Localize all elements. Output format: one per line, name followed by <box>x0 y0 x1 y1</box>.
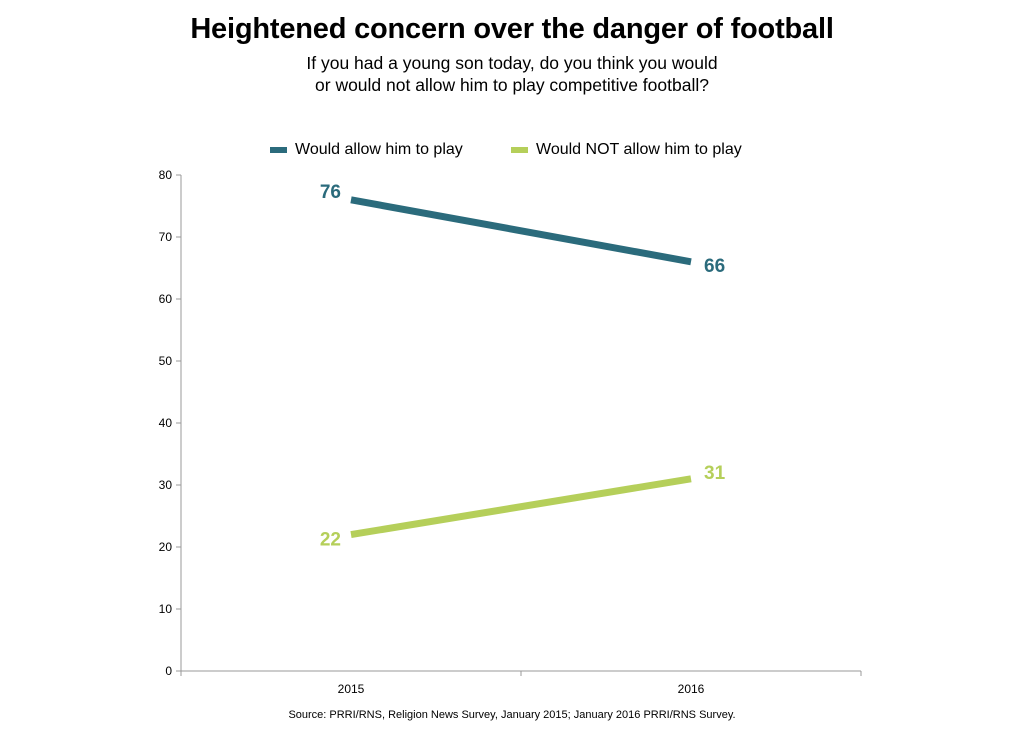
legend-item-allow: Would allow him to play <box>270 141 463 159</box>
x-tick-label: 2016 <box>678 682 705 696</box>
data-label-not-allow: 31 <box>704 463 726 484</box>
y-tick-label: 10 <box>159 602 173 616</box>
y-tick-label: 40 <box>159 416 173 430</box>
legend-swatch-not-allow <box>511 147 528 153</box>
y-tick-label: 30 <box>159 478 173 492</box>
chart-subtitle: If you had a young son today, do you thi… <box>0 52 1024 96</box>
data-label-allow: 76 <box>320 182 341 203</box>
data-label-allow: 66 <box>704 256 725 277</box>
series-line-allow <box>350 196 692 266</box>
x-tick-label: 2015 <box>338 682 365 696</box>
legend-label-not-allow: Would NOT allow him to play <box>536 141 742 158</box>
legend: Would allow him to play Would NOT allow … <box>0 141 1024 161</box>
series-line-not-allow <box>350 475 692 539</box>
chart-title: Heightened concern over the danger of fo… <box>190 13 834 45</box>
y-tick-label: 20 <box>159 540 173 554</box>
legend-item-not-allow: Would NOT allow him to play <box>511 141 742 159</box>
subtitle-line-1: If you had a young son today, do you thi… <box>306 53 718 73</box>
legend-label-allow: Would allow him to play <box>295 141 463 158</box>
y-tick-label: 50 <box>159 354 173 368</box>
y-tick-label: 0 <box>165 664 172 678</box>
legend-swatch-allow <box>270 147 287 153</box>
y-tick-label: 70 <box>159 230 173 244</box>
subtitle-line-2: or would not allow him to play competiti… <box>315 75 709 95</box>
y-tick-label: 80 <box>159 168 173 182</box>
source-note: Source: PRRI/RNS, Religion News Survey, … <box>288 709 736 721</box>
data-label-not-allow: 22 <box>320 530 341 551</box>
y-tick-label: 60 <box>159 292 173 306</box>
